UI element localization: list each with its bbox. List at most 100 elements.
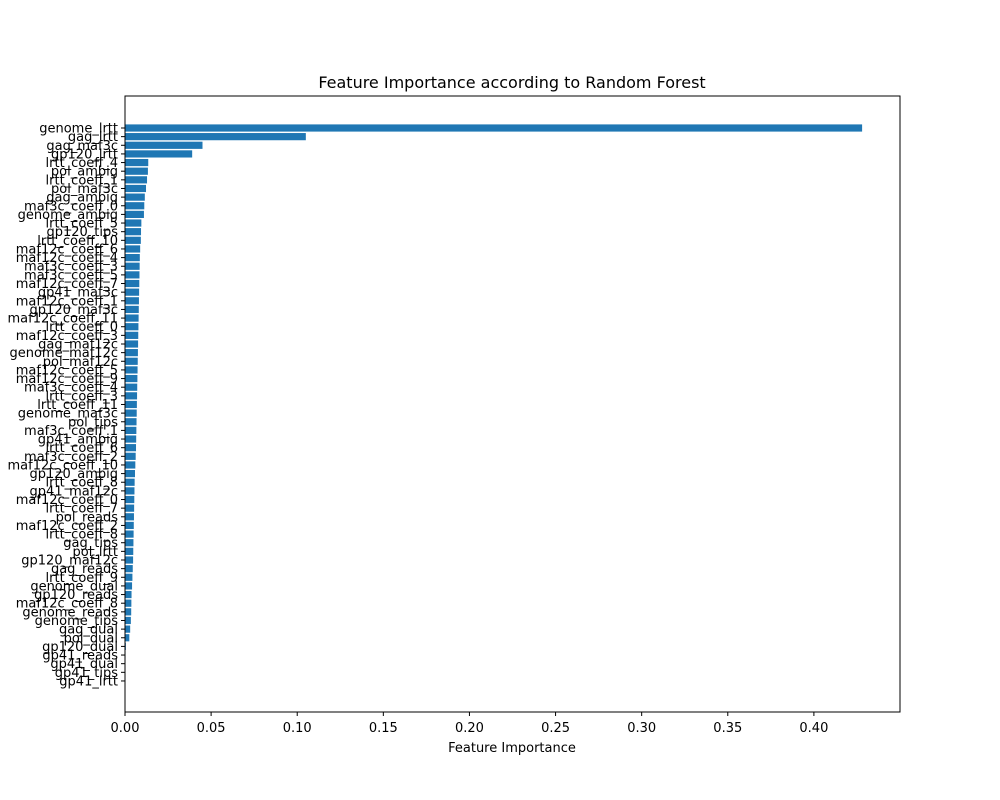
bar-maf3c_coeff_5 (125, 271, 140, 279)
y-tick-label: pol_lrtt (73, 545, 118, 560)
bar-gp120_lrtt (125, 150, 193, 158)
y-tick-label: gp41_dual (50, 657, 118, 672)
bar-gag_tips (125, 539, 134, 547)
y-tick-label: maf12c_coeff_2 (16, 519, 118, 534)
bar-gp120_ambig (125, 470, 135, 478)
y-tick-label: gp41_reads (42, 649, 118, 664)
y-tick-label: maf3c_coeff_5 (24, 268, 118, 283)
bar-lrtt_coeff_8 (125, 478, 135, 486)
bar-lrtt_coeff_9 (125, 573, 133, 581)
bar-maf12c_coeff_3 (125, 331, 139, 339)
bar-maf12c_coeff_2 (125, 521, 134, 530)
x-tick-label: 0.00 (111, 721, 140, 736)
y-tick-label: lrtt_coeff_8 (46, 528, 118, 543)
bar-lrtt_coeff_3 (125, 392, 138, 400)
bar-maf3c_coeff_3 (125, 262, 140, 270)
bar-gag_maf3c (125, 141, 203, 149)
y-tick-label: gp41_ambig (38, 433, 118, 448)
bar-lrtt_coeff_8 (125, 530, 134, 538)
y-tick-label: maf3c_coeff_1 (24, 424, 118, 439)
bar-gp120_maf12c (125, 556, 134, 564)
y-tick-group: genome_lrttgag_lrttgag_maf3cgp120_lrttlr… (8, 122, 125, 689)
bar-maf3c_coeff_2 (125, 452, 136, 460)
y-tick-label: gag_dual (59, 623, 118, 638)
bar-gp41_ambig (125, 435, 137, 443)
bar-lrtt_coeff_4 (125, 158, 149, 167)
y-tick-label: gag_maf12c (38, 338, 118, 353)
y-tick-label: gp41_tips (55, 666, 119, 681)
y-tick-label: pol_maf12c (43, 355, 118, 370)
bar-pol_tips (125, 418, 137, 426)
bar-genome_maf12c (125, 349, 138, 357)
y-tick-label: genome_lrtt (39, 122, 118, 137)
y-tick-label: gp41_lrtt (59, 674, 118, 689)
bar-lrtt_coeff_6 (125, 444, 137, 452)
y-tick-label: pol_dual (64, 631, 118, 646)
y-tick-label: maf3c_coeff_2 (24, 450, 118, 465)
y-tick-label: lrtt_coeff_11 (37, 398, 118, 413)
y-tick-label: gag_ambig (46, 191, 118, 206)
bar-maf12c_coeff_1 (125, 297, 139, 305)
bar-genome_tips (125, 616, 131, 625)
y-tick-label: gp120_ambig (29, 467, 118, 482)
y-tick-label: lrtt_coeff_8 (46, 476, 118, 491)
bar-maf3c_coeff_4 (125, 383, 138, 391)
bar-pol_dual (125, 634, 130, 642)
bar-maf12c_coeff_8 (125, 599, 132, 607)
y-tick-label: gag_maf3c (46, 139, 118, 154)
bar-maf3c_coeff_0 (125, 202, 145, 210)
y-tick-label: genome_ambig (18, 208, 118, 223)
y-tick-label: lrtt_coeff_7 (46, 502, 118, 517)
y-tick-label: gp120_dual (42, 640, 118, 655)
y-tick-label: maf12c_coeff_6 (16, 242, 118, 257)
x-tick-label: 0.25 (541, 721, 570, 736)
bar-lrtt_coeff_7 (125, 504, 135, 512)
bar-genome_lrtt (125, 124, 863, 132)
bar-genome_dual (125, 582, 133, 590)
x-tick-label: 0.15 (369, 721, 398, 736)
y-tick-label: genome_dual (30, 579, 118, 594)
y-tick-label: pol_reads (56, 510, 119, 525)
bar-pol_maf3c (125, 184, 147, 193)
bar-maf12c_coeff_9 (125, 374, 138, 383)
bar-gag_reads (125, 565, 133, 573)
y-tick-label: genome_maf3c (18, 407, 118, 422)
x-tick-label: 0.10 (283, 721, 312, 736)
y-tick-label: maf3c_coeff_3 (24, 260, 118, 275)
y-tick-label: gp120_reads (34, 588, 118, 603)
bar-gp120_reads (125, 590, 132, 599)
bar-pol_ambig (125, 167, 148, 175)
x-tick-label: 0.40 (799, 721, 828, 736)
bar-maf12c_coeff_11 (125, 314, 139, 322)
bar-maf12c_coeff_6 (125, 245, 141, 253)
plot-frame (124, 95, 901, 713)
y-tick-label: lrtt_coeff_3 (46, 389, 118, 404)
y-tick-label: maf12c_coeff_9 (16, 372, 118, 387)
bar-gp120_tips (125, 228, 142, 236)
y-tick-label: lrtt_coeff_6 (46, 441, 118, 456)
bar-genome_maf3c (125, 409, 137, 417)
y-tick-label: pol_ambig (51, 165, 118, 180)
y-tick-label: gp120_maf12c (21, 554, 118, 569)
bar-lrtt_coeff_10 (125, 236, 141, 244)
bar-lrtt_coeff_5 (125, 219, 142, 227)
bar-lrtt_coeff_11 (125, 400, 137, 409)
y-tick-label: genome_reads (22, 605, 118, 620)
y-tick-label: gp41_maf3c (38, 286, 118, 301)
y-tick-label: lrtt_coeff_0 (46, 320, 118, 335)
y-tick-label: gp120_maf3c (30, 303, 118, 318)
y-tick-label: maf12c_coeff_7 (16, 277, 118, 292)
y-tick-label: gag_reads (51, 562, 118, 577)
y-tick-label: maf12c_coeff_5 (16, 363, 118, 378)
y-tick-label: gp120_tips (46, 225, 118, 240)
bar-gag_dual (125, 625, 131, 633)
x-tick-label: 0.05 (197, 721, 226, 736)
y-tick-label: maf12c_coeff_0 (16, 493, 118, 508)
y-tick-label: maf12c_coeff_3 (16, 329, 118, 344)
bar-maf12c_coeff_7 (125, 279, 140, 288)
bar-gag_lrtt (125, 133, 306, 141)
bar-gag_ambig (125, 193, 145, 201)
y-tick-label: lrtt_coeff_9 (46, 571, 118, 586)
bar-lrtt_coeff_0 (125, 323, 139, 331)
y-tick-label: genome_maf12c (9, 346, 118, 361)
